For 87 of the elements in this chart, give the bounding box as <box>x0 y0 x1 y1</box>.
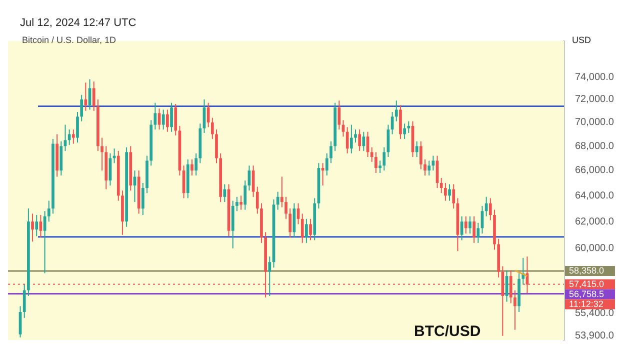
candlestick <box>472 216 476 244</box>
candlestick <box>419 140 422 170</box>
candlestick <box>84 82 88 112</box>
candlestick <box>394 100 398 122</box>
candlestick <box>440 177 443 194</box>
candlestick <box>133 170 136 203</box>
candlestick <box>424 158 426 176</box>
candlestick <box>378 160 382 174</box>
ref-line-label: 57,415.0 <box>569 278 604 289</box>
candlestick <box>76 112 79 144</box>
candlestick <box>407 120 410 134</box>
y-tick-label: 74,000.0 <box>575 72 614 83</box>
text: 11:12:32 <box>569 298 604 309</box>
candlestick <box>39 214 42 238</box>
candlestick <box>268 256 272 296</box>
candlestick <box>309 218 312 241</box>
candlestick <box>72 128 75 144</box>
annotation: BTC/USD <box>414 323 481 340</box>
y-tick-label: 72,000.0 <box>575 94 614 106</box>
chart-title: Bitcoin / U.S. Dollar, 1D <box>22 35 116 45</box>
y-tick-label: 66,000.0 <box>575 165 614 176</box>
candlestick <box>240 195 242 210</box>
candlestick <box>488 198 492 221</box>
y-tick-label: 64,000.0 <box>575 190 614 202</box>
candlestick <box>338 100 341 130</box>
candlestick <box>22 284 26 318</box>
candlestick <box>346 126 349 154</box>
candlestick <box>35 214 38 237</box>
candlestick <box>206 102 210 128</box>
candlestick <box>300 213 304 244</box>
candlestick <box>476 222 480 244</box>
candlestick <box>154 102 157 130</box>
y-axis-title: USD <box>568 34 596 46</box>
y-tick-label: 70,000.0 <box>575 117 614 128</box>
y-tick-label: 62,000.0 <box>575 216 614 228</box>
candlestick <box>350 124 353 154</box>
candlestick <box>141 182 144 216</box>
candlestick <box>415 140 418 158</box>
candlestick <box>284 196 288 220</box>
candlestick <box>330 140 332 164</box>
candlestick <box>468 216 472 234</box>
candlestick <box>403 123 406 140</box>
ref-line-label: 56,758.5 <box>569 288 604 299</box>
candlestick <box>280 176 284 208</box>
candlestick <box>514 290 516 330</box>
candlestick <box>432 155 435 171</box>
candlestick <box>100 137 104 171</box>
candlestick <box>92 80 96 112</box>
candlestick <box>47 200 50 222</box>
candlestick <box>194 152 198 176</box>
candlestick <box>210 117 214 140</box>
candlestick <box>358 128 362 152</box>
candlestick <box>80 94 84 122</box>
y-tick-label: 53,900.0 <box>575 330 614 342</box>
candlestick <box>382 146 386 171</box>
candlestick <box>174 103 178 136</box>
candlestick <box>170 102 173 132</box>
candlestick <box>362 131 366 152</box>
candlestick <box>256 186 259 214</box>
candlestick <box>68 128 71 146</box>
candlestick <box>325 152 328 176</box>
candlestick <box>190 158 194 176</box>
candlestick <box>31 213 34 242</box>
candlestick <box>276 191 280 210</box>
candlestick <box>244 180 247 210</box>
candlestick <box>292 202 296 238</box>
candlestick <box>448 184 451 202</box>
ref-line-label: 58,358.0 <box>569 265 604 276</box>
candlestick <box>158 108 161 130</box>
candlestick <box>484 196 488 217</box>
candlestick <box>305 218 308 244</box>
candlestick <box>374 152 378 174</box>
candlestick <box>444 182 447 202</box>
candlestick <box>162 109 165 130</box>
candlestick <box>428 160 431 176</box>
candlestick <box>464 216 468 234</box>
candlestick <box>370 146 374 162</box>
text: Jul 12, 2024 12:47 UTC <box>20 17 136 29</box>
y-tick-label: 68,000.0 <box>575 140 614 152</box>
y-tick-label: 55,400.0 <box>575 308 614 320</box>
candlestick <box>166 109 169 132</box>
candlestick <box>452 184 456 209</box>
candlestick <box>354 128 357 144</box>
candlestick <box>288 208 292 238</box>
candlestick <box>236 196 238 212</box>
candlestick <box>223 184 226 203</box>
y-tick-label: 60,000.0 <box>575 243 614 254</box>
